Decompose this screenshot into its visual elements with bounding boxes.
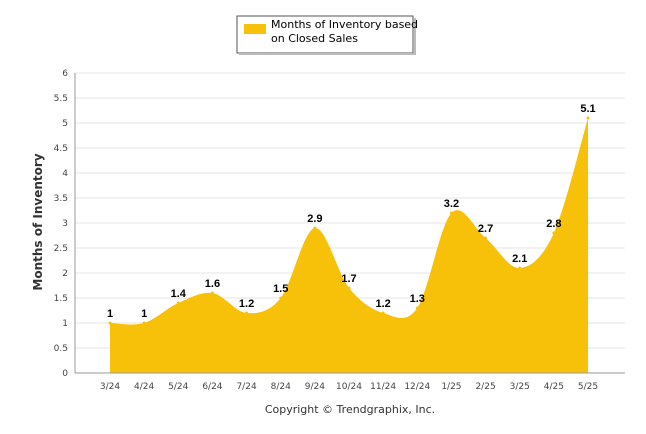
- y-tick-label-1: 1: [62, 319, 68, 329]
- data-point-8/24: [279, 296, 283, 300]
- y-tick-label-2.5: 2.5: [54, 244, 68, 254]
- data-point-1/25: [449, 211, 453, 215]
- x-tick-label-4/24: 4/24: [134, 382, 154, 392]
- y-tick-label-0.5: 0.5: [54, 344, 68, 354]
- data-label-7/24: 1.2: [239, 298, 254, 310]
- y-tick-label-2: 2: [62, 269, 68, 279]
- y-tick-label-0: 0: [62, 369, 68, 379]
- x-tick-label-1/25: 1/25: [441, 382, 461, 392]
- x-tick-label-12/24: 12/24: [404, 382, 430, 392]
- legend-shadow: [414, 18, 416, 55]
- x-tick-label-5/24: 5/24: [168, 382, 188, 392]
- y-axis-label: Months of Inventory: [31, 153, 45, 290]
- data-point-3/25: [518, 266, 522, 270]
- data-label-9/24: 2.9: [307, 213, 322, 225]
- x-tick-label-10/24: 10/24: [336, 382, 362, 392]
- y-tick-label-1.5: 1.5: [54, 294, 68, 304]
- data-point-6/24: [210, 291, 214, 295]
- x-tick-label-8/24: 8/24: [271, 382, 291, 392]
- data-label-8/24: 1.5: [273, 283, 288, 295]
- data-label-4/25: 2.8: [546, 218, 561, 230]
- data-point-4/24: [142, 321, 146, 325]
- data-label-11/24: 1.2: [375, 298, 390, 310]
- legend-shadow-bottom: [239, 53, 416, 55]
- data-label-3/25: 2.1: [512, 253, 527, 265]
- y-tick-label-6: 6: [62, 69, 68, 79]
- data-point-3/24: [108, 321, 112, 325]
- data-label-12/24: 1.3: [410, 293, 425, 305]
- y-tick-label-5: 5: [62, 119, 68, 129]
- data-label-2/25: 2.7: [478, 223, 493, 235]
- x-tick-label-5/25: 5/25: [578, 382, 598, 392]
- data-point-10/24: [347, 286, 351, 290]
- x-tick-label-3/25: 3/25: [510, 382, 530, 392]
- legend: Months of Inventory based on Closed Sale…: [236, 15, 418, 55]
- data-point-5/25: [586, 116, 590, 120]
- data-point-4/25: [552, 231, 556, 235]
- copyright-credit: Copyright © Trendgraphix, Inc.: [265, 403, 435, 416]
- y-tick-label-5.5: 5.5: [54, 94, 68, 104]
- y-tick-label-4.5: 4.5: [54, 144, 68, 154]
- data-label-1/25: 3.2: [444, 198, 459, 210]
- x-tick-label-7/24: 7/24: [236, 382, 256, 392]
- legend-label-line-1: Months of Inventory based: [271, 18, 418, 31]
- y-tick-label-4: 4: [62, 169, 68, 179]
- data-label-10/24: 1.7: [341, 273, 356, 285]
- y-tick-labels: 0 0.5 1 1.5 2 2.5 3 3.5 4 4.5 5 5.5 6: [54, 69, 69, 379]
- data-point-9/24: [313, 226, 317, 230]
- data-label-5/25: 5.1: [580, 103, 595, 115]
- legend-box: [236, 15, 414, 54]
- data-label-3/24: 1: [107, 308, 113, 320]
- legend-label-line-2: on Closed Sales: [271, 32, 358, 45]
- x-tick-label-9/24: 9/24: [305, 382, 325, 392]
- data-label-5/24: 1.4: [171, 288, 187, 300]
- series-area-group: [108, 116, 590, 373]
- x-tick-labels: 3/24 4/24 5/24 6/24 7/24 8/24 9/24 10/24 11/24 12…: [100, 382, 598, 392]
- y-tick-label-3.5: 3.5: [54, 194, 68, 204]
- data-point-2/25: [484, 236, 488, 240]
- legend-swatch: [244, 24, 266, 34]
- x-tick-label-2/25: 2/25: [475, 382, 495, 392]
- data-point-12/24: [415, 306, 419, 310]
- data-label-6/24: 1.6: [205, 278, 220, 290]
- data-labels: 1 1 1.4 1.6 1.2 1.5 2.9 1.7 1.2 1.3 3.2 2.7 2.1 2.8 5.…: [107, 103, 596, 320]
- data-point-5/24: [176, 301, 180, 305]
- x-tick-label-11/24: 11/24: [370, 382, 396, 392]
- axes: [74, 73, 625, 374]
- y-tick-label-3: 3: [62, 219, 68, 229]
- x-tick-label-3/24: 3/24: [100, 382, 120, 392]
- data-point-11/24: [381, 311, 385, 315]
- data-label-4/24: 1: [141, 308, 147, 320]
- x-tick-label-4/25: 4/25: [544, 382, 564, 392]
- data-point-7/24: [245, 311, 249, 315]
- x-tick-label-6/24: 6/24: [202, 382, 222, 392]
- series-area: [110, 118, 588, 373]
